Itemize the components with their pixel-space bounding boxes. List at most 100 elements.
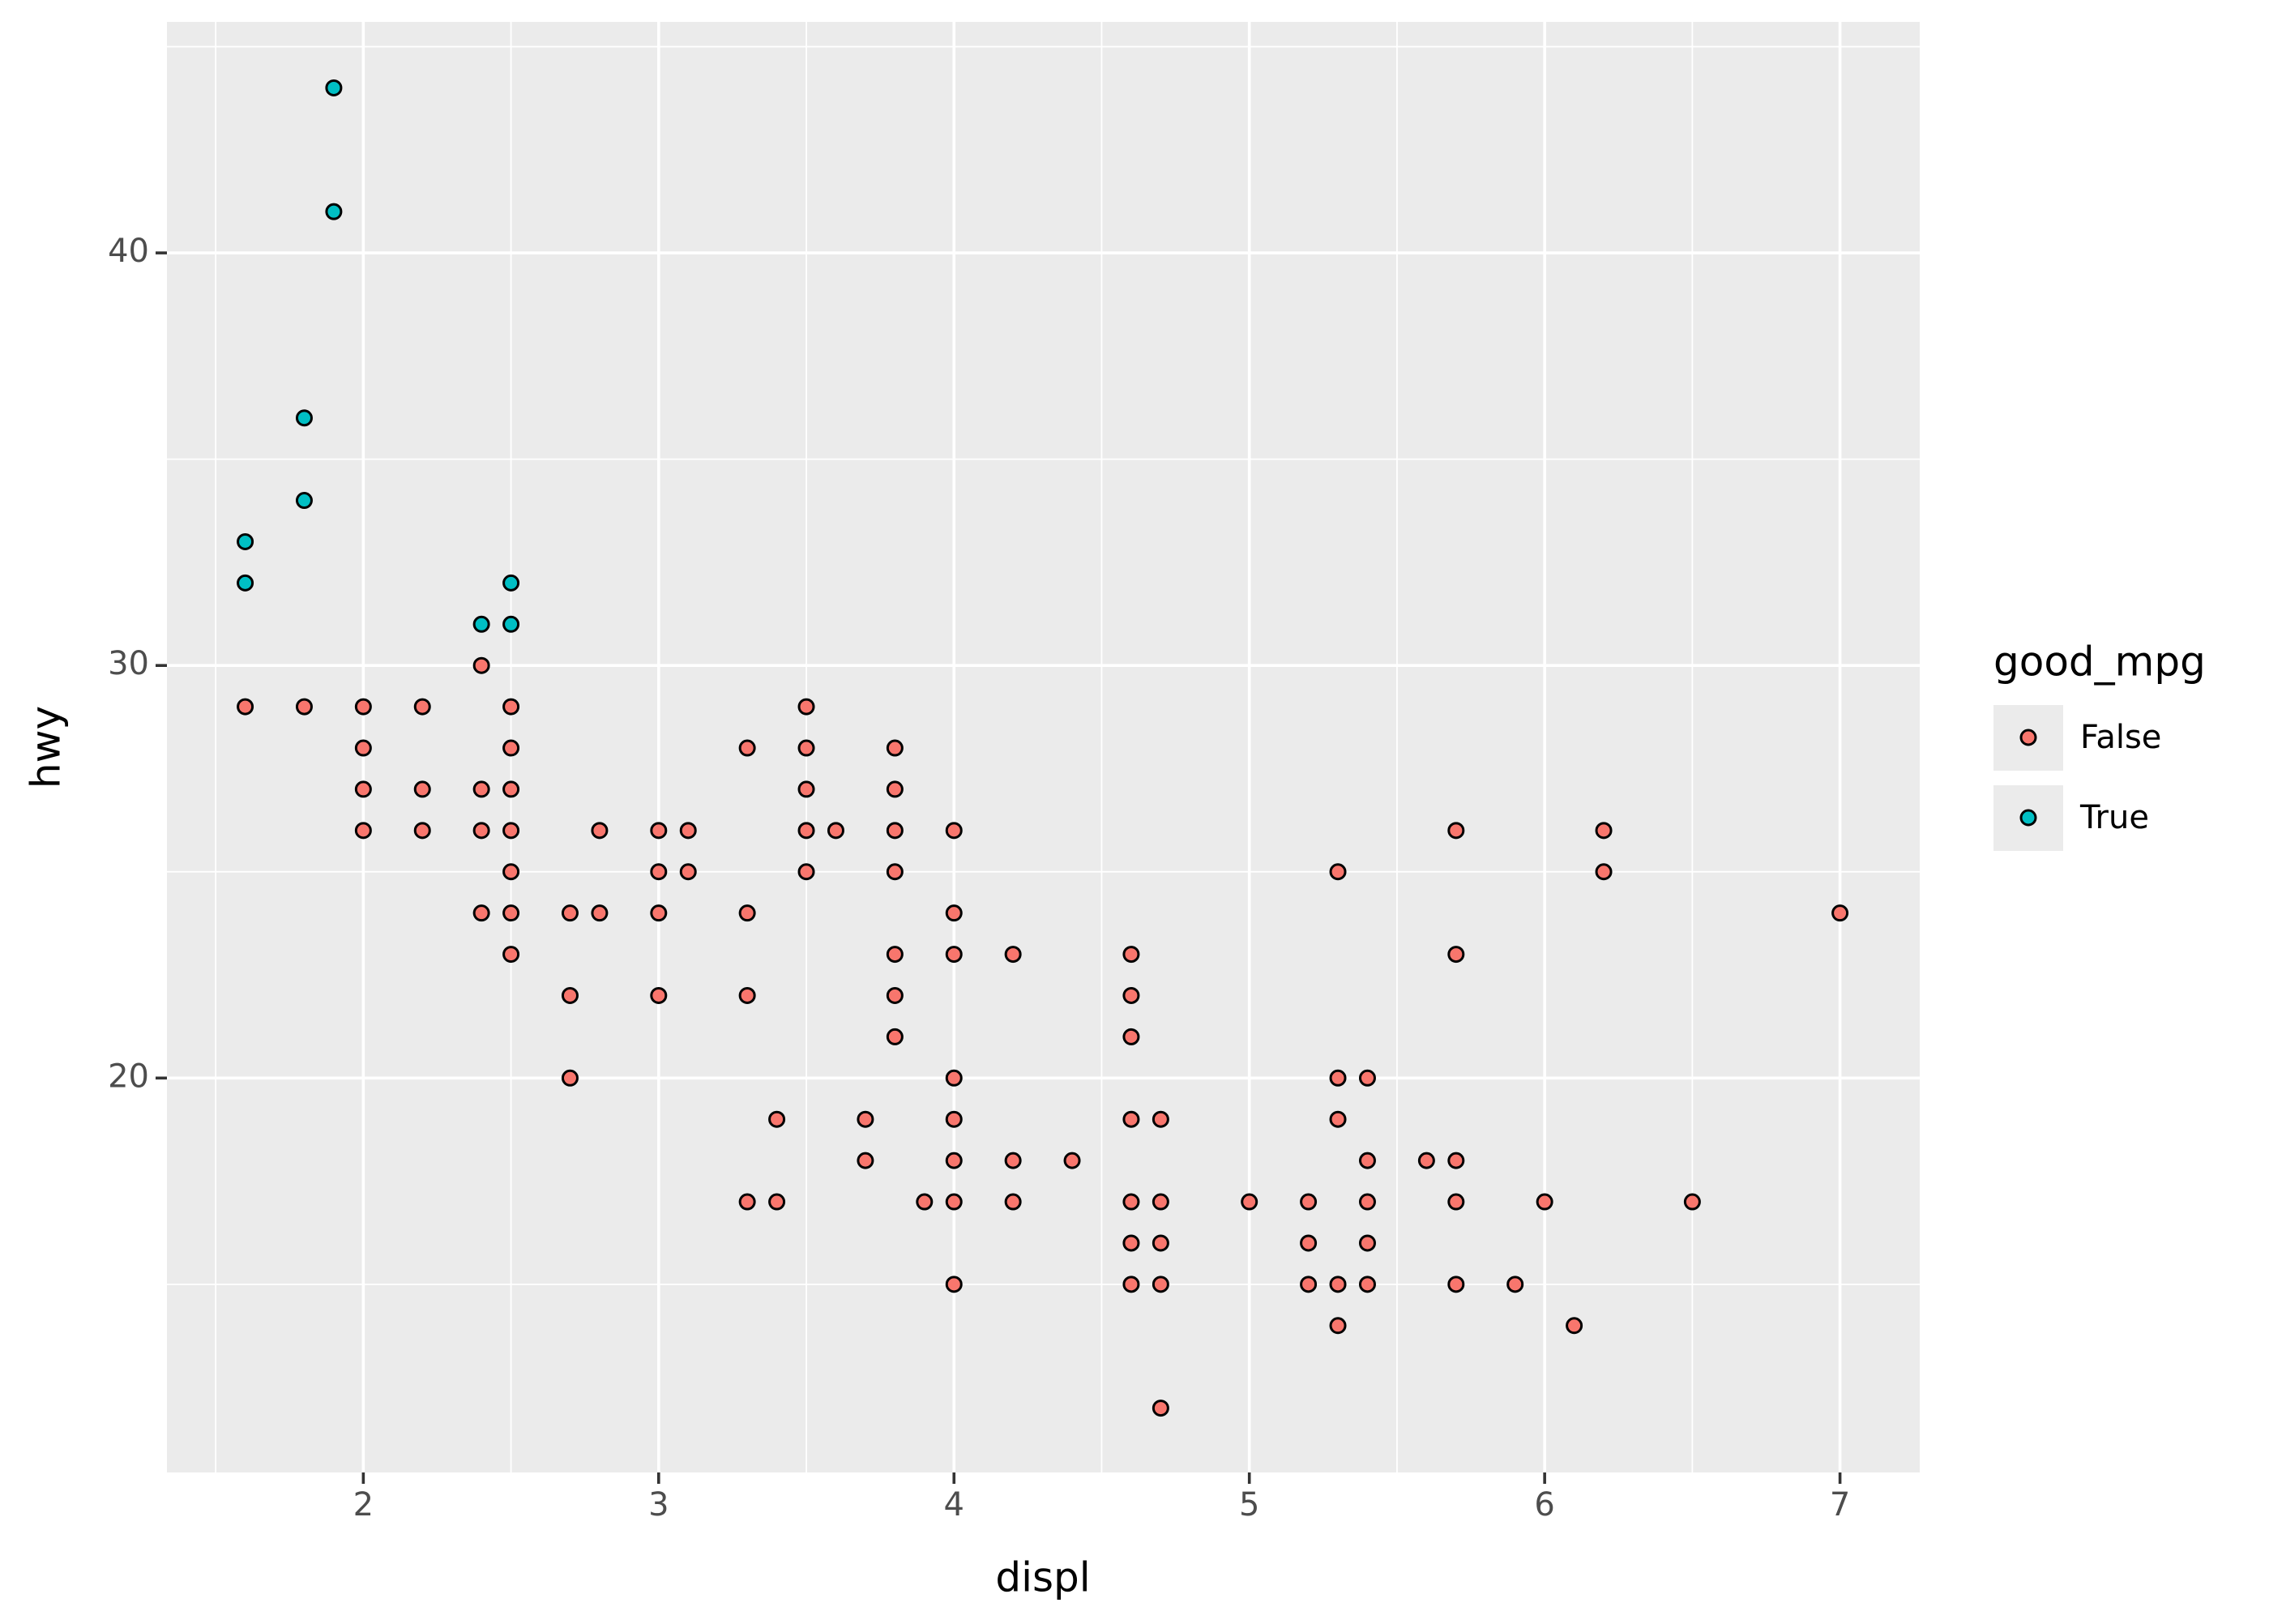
- point: [857, 1110, 874, 1128]
- legend-marker: [2019, 809, 2037, 827]
- point: [650, 904, 668, 922]
- point: [1152, 1234, 1169, 1252]
- point: [1122, 1276, 1140, 1293]
- point: [1566, 1317, 1583, 1335]
- point: [945, 822, 963, 840]
- point: [502, 863, 520, 881]
- point: [1122, 1110, 1140, 1128]
- point: [886, 986, 904, 1004]
- x-tick-label: 4: [944, 1486, 964, 1524]
- point: [886, 822, 904, 840]
- point: [1358, 1193, 1376, 1211]
- point: [502, 574, 520, 592]
- point: [650, 822, 668, 840]
- point: [945, 904, 963, 922]
- point: [1300, 1234, 1318, 1252]
- point: [1122, 1193, 1140, 1211]
- point: [1152, 1110, 1169, 1128]
- x-tick-label: 6: [1534, 1486, 1554, 1524]
- point: [1329, 863, 1347, 881]
- point: [413, 698, 431, 716]
- point: [1447, 822, 1465, 840]
- point: [1329, 1069, 1347, 1087]
- point: [561, 986, 579, 1004]
- point: [1063, 1152, 1081, 1169]
- point: [1447, 1276, 1465, 1293]
- point: [1595, 822, 1613, 840]
- point: [472, 904, 490, 922]
- point: [1447, 946, 1465, 964]
- point: [886, 946, 904, 964]
- point: [1329, 1110, 1347, 1128]
- point: [886, 739, 904, 757]
- point: [591, 822, 609, 840]
- point: [1358, 1152, 1376, 1169]
- point: [1358, 1069, 1376, 1087]
- point: [472, 615, 490, 633]
- point: [413, 822, 431, 840]
- point: [1004, 946, 1022, 964]
- point: [797, 863, 815, 881]
- point: [1300, 1276, 1318, 1293]
- legend-title: good_mpg: [1993, 639, 2206, 686]
- point: [916, 1193, 934, 1211]
- point: [472, 822, 490, 840]
- y-axis-title: hwy: [23, 706, 70, 788]
- point: [768, 1193, 786, 1211]
- point: [295, 698, 313, 716]
- point: [679, 822, 697, 840]
- point: [1358, 1276, 1376, 1293]
- x-tick-label: 7: [1830, 1486, 1850, 1524]
- point: [886, 780, 904, 798]
- point: [1122, 1028, 1140, 1045]
- point: [945, 1152, 963, 1169]
- point: [945, 1110, 963, 1128]
- point: [945, 946, 963, 964]
- point: [237, 574, 254, 592]
- point: [502, 615, 520, 633]
- point: [945, 1069, 963, 1087]
- point: [1122, 1234, 1140, 1252]
- point: [738, 739, 756, 757]
- point: [472, 780, 490, 798]
- point: [1358, 1234, 1376, 1252]
- point: [502, 904, 520, 922]
- point: [237, 532, 254, 550]
- point: [561, 904, 579, 922]
- point: [1683, 1193, 1701, 1211]
- point: [413, 780, 431, 798]
- point: [502, 780, 520, 798]
- point: [797, 739, 815, 757]
- point: [502, 822, 520, 840]
- point: [472, 656, 490, 674]
- point: [502, 946, 520, 964]
- panel: [167, 22, 1920, 1472]
- point: [827, 822, 844, 840]
- point: [354, 822, 372, 840]
- point: [1506, 1276, 1524, 1293]
- point: [1329, 1276, 1347, 1293]
- point: [886, 863, 904, 881]
- x-tick-label: 5: [1239, 1486, 1259, 1524]
- point: [354, 698, 372, 716]
- point: [502, 698, 520, 716]
- legend-label: False: [2080, 719, 2161, 756]
- point: [295, 409, 313, 427]
- point: [857, 1152, 874, 1169]
- point: [1122, 986, 1140, 1004]
- point: [237, 698, 254, 716]
- x-tick-label: 3: [648, 1486, 669, 1524]
- point: [1122, 946, 1140, 964]
- y-tick-label: 40: [108, 233, 149, 270]
- point: [1152, 1276, 1169, 1293]
- point: [1447, 1193, 1465, 1211]
- point: [738, 986, 756, 1004]
- point: [1152, 1400, 1169, 1417]
- point: [325, 79, 343, 96]
- point: [679, 863, 697, 881]
- point: [797, 698, 815, 716]
- point: [797, 780, 815, 798]
- point: [1536, 1193, 1553, 1211]
